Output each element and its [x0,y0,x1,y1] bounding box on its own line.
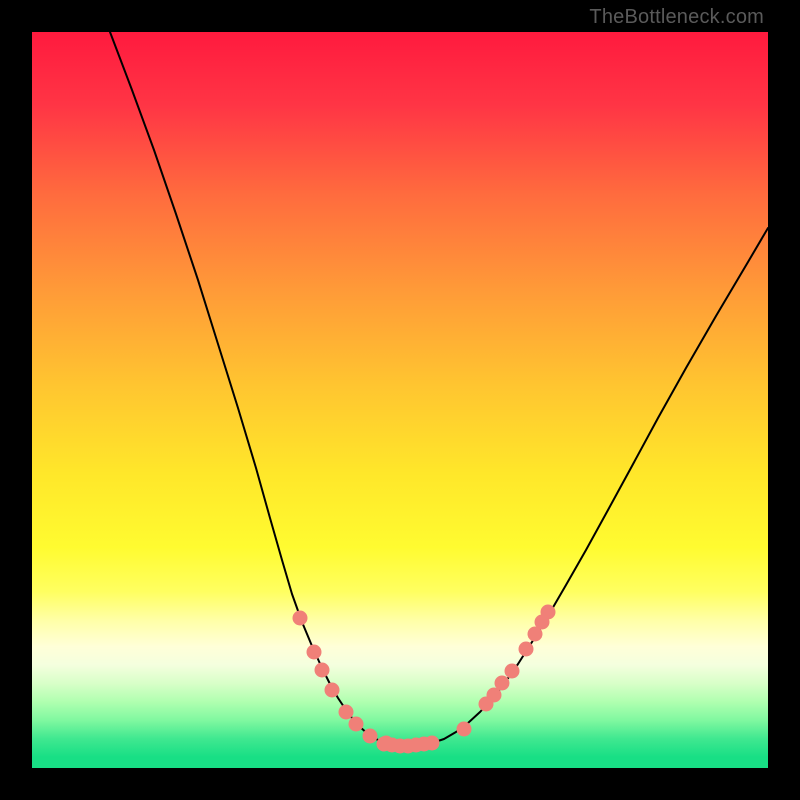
watermark-text: TheBottleneck.com [589,6,764,29]
data-marker [315,663,330,678]
data-marker [457,722,472,737]
data-marker [541,605,556,620]
data-marker [519,642,534,657]
data-marker [325,683,340,698]
data-marker [425,736,440,751]
data-marker [293,611,308,626]
data-marker [495,676,510,691]
bottleneck-chart [32,32,768,768]
right-curve [406,228,768,746]
data-markers [293,605,556,754]
data-marker [505,664,520,679]
data-marker [307,645,322,660]
data-marker [349,717,364,732]
left-curve [110,32,406,746]
data-marker [363,729,378,744]
data-marker [339,705,354,720]
curve-layer [32,32,768,768]
